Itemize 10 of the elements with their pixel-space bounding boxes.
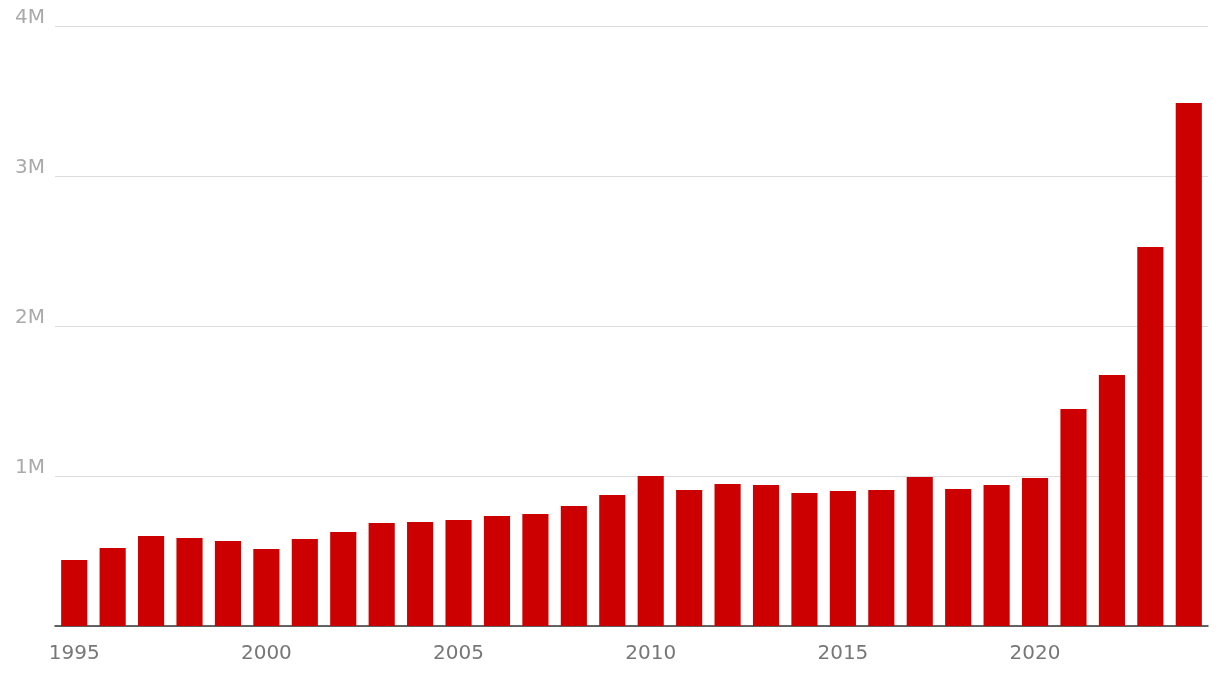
x-tick-label: 2005 bbox=[433, 640, 484, 664]
x-tick-label: 2000 bbox=[240, 640, 292, 664]
y-tick-label: 2M bbox=[15, 304, 45, 328]
y-tick-label: 1M bbox=[15, 454, 45, 478]
y-tick-label: 3M bbox=[15, 154, 45, 178]
y-tick-label: 4M bbox=[15, 4, 45, 28]
x-tick-label: 2015 bbox=[817, 640, 869, 664]
x-tick-label: 2020 bbox=[1009, 640, 1061, 664]
x-tick-label: 2010 bbox=[625, 640, 677, 664]
x-tick-label: 1995 bbox=[48, 640, 100, 664]
